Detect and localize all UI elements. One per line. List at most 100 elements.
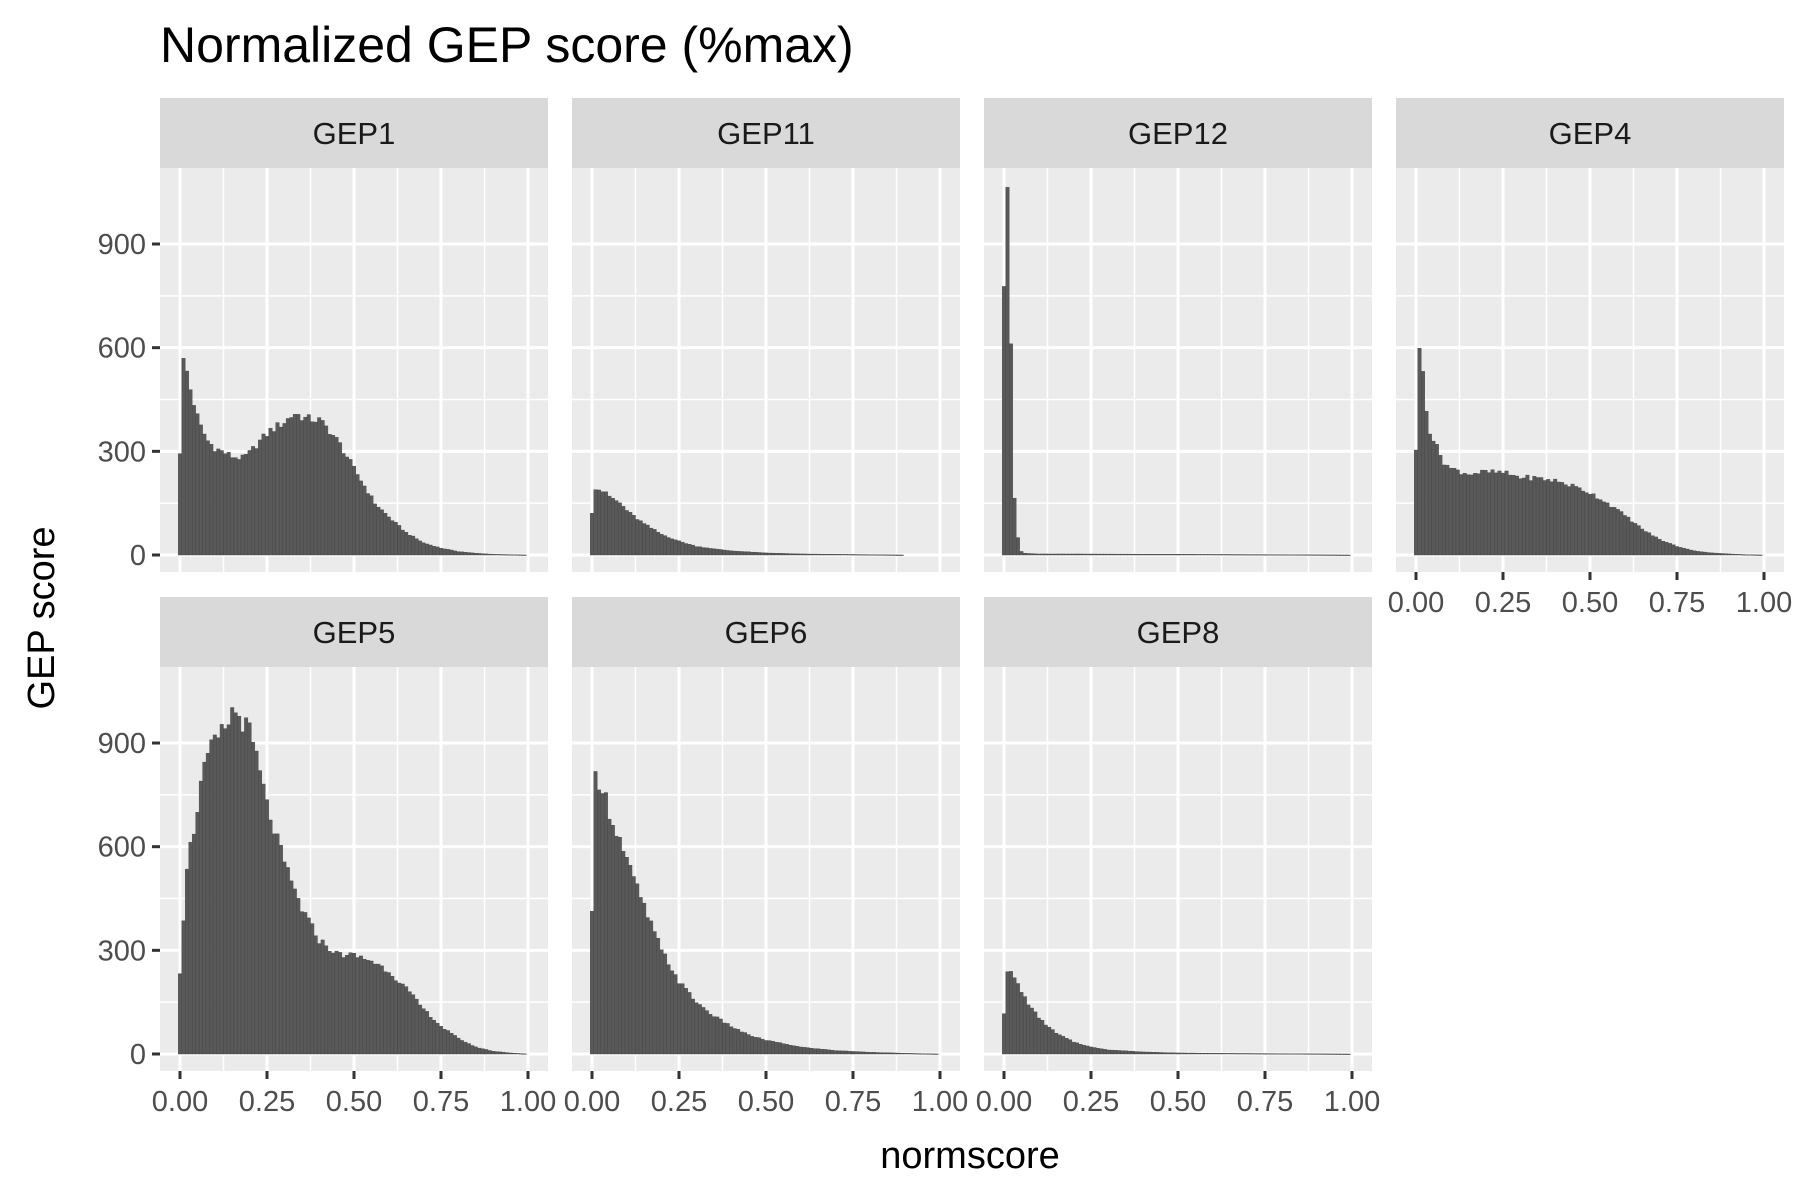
histogram-bar (1235, 554, 1240, 556)
histogram-bar (1643, 531, 1648, 556)
histogram-bar (1494, 472, 1498, 556)
histogram-bar (233, 712, 238, 1055)
histogram-bar (1120, 553, 1125, 556)
histogram-bar (237, 715, 242, 1055)
histogram-bar (1155, 1052, 1160, 1055)
histogram-bar (652, 529, 657, 556)
histogram-bar (1622, 515, 1627, 556)
histogram-bar (631, 876, 636, 1055)
histogram-bar (1120, 1050, 1125, 1055)
x-tick-label: 0.00 (152, 1086, 208, 1118)
histogram-bar (390, 976, 395, 1055)
histogram-bar (1183, 1052, 1187, 1055)
histogram-bar (1336, 554, 1341, 556)
histogram-bar (1315, 1053, 1320, 1055)
histogram-bar (1339, 1053, 1344, 1055)
histogram-bar (1245, 1053, 1250, 1055)
histogram-bar (1332, 554, 1337, 556)
histogram-bar (254, 750, 259, 1055)
histogram-bar (837, 1050, 842, 1055)
facet-panel-gep4: GEP4 0.00 0.25 0.50 0.75 1.00 (1388, 98, 1792, 619)
histogram-bar (593, 489, 598, 556)
histogram-bar (656, 531, 661, 556)
histogram-bar (795, 553, 800, 556)
histogram-bar (1245, 554, 1250, 556)
histogram-bar (1054, 1032, 1059, 1055)
histogram-bar (188, 389, 193, 556)
x-tick-label: 0.50 (1150, 1086, 1206, 1118)
histogram-bar (704, 1010, 709, 1055)
histogram-bar (379, 965, 384, 1055)
histogram-bar (1256, 1053, 1260, 1055)
histogram-bar (1346, 1053, 1351, 1055)
histogram-bar (251, 741, 256, 1055)
histogram-bar (1664, 541, 1669, 556)
histogram-bar (687, 544, 692, 556)
histogram-bar (656, 938, 661, 1055)
x-tick-label: 1.00 (1324, 1086, 1380, 1118)
histogram-bar (522, 1053, 527, 1055)
histogram-bar (292, 888, 297, 1055)
histogram-bar (1322, 554, 1327, 556)
histogram-bar (1549, 481, 1554, 556)
histogram-bar (913, 1053, 918, 1055)
x-tick-label: 0.50 (738, 1086, 794, 1118)
histogram-bar (802, 1047, 807, 1055)
histogram-bar (878, 554, 883, 556)
histogram-bar (861, 554, 866, 556)
histogram-bar (830, 1050, 835, 1055)
histogram-bar (802, 553, 807, 556)
histogram-bar (1273, 554, 1278, 556)
histogram-bar (858, 1051, 862, 1055)
histogram-bar (1723, 553, 1728, 556)
histogram-bar (600, 491, 605, 556)
histogram-bar (784, 553, 789, 556)
histogram-bar (708, 548, 713, 556)
histogram-bar (237, 459, 242, 556)
histogram-bar (247, 722, 252, 1055)
histogram-bar (711, 548, 716, 556)
histogram-bar (1249, 554, 1254, 556)
histogram-bar (1514, 475, 1519, 556)
histogram-bar (1176, 1052, 1180, 1055)
histogram-bar (603, 491, 608, 556)
histogram-bar (230, 457, 235, 556)
histogram-bar (774, 1041, 779, 1055)
histogram-bar (1308, 554, 1313, 556)
histogram-bar (310, 923, 315, 1055)
histogram-bar (896, 1052, 901, 1055)
histogram-bar (628, 512, 633, 556)
histogram-bar (1109, 1049, 1114, 1055)
histogram-bar (1755, 554, 1759, 556)
histogram-bar (1043, 553, 1048, 556)
histogram-bar (1567, 486, 1572, 556)
facet-strip (572, 597, 960, 667)
histogram-bar (400, 983, 405, 1055)
histogram-bar (1242, 1053, 1247, 1055)
histogram-bar (614, 835, 619, 1055)
facet-panels: GEP1 0 300 600 900 GEP11 GEP12 GEP4 0.00 0.25 0.50… (98, 98, 1792, 1118)
histogram-bar (425, 1011, 430, 1055)
histogram-bar (275, 422, 280, 556)
histogram-bar (1082, 1045, 1086, 1055)
histogram-bar (725, 1023, 730, 1055)
histogram-bar (459, 551, 464, 556)
histogram-bar (1283, 554, 1288, 556)
histogram-bar (1283, 1053, 1288, 1055)
x-tick-label: 0.75 (413, 1086, 469, 1118)
histogram-bar (1636, 525, 1641, 556)
histogram-bar (1311, 554, 1316, 556)
histogram-bar (1144, 1051, 1149, 1055)
histogram-bar (1102, 553, 1107, 556)
histogram-bar (1525, 474, 1530, 556)
histogram-bar (1057, 553, 1062, 556)
histogram-bar (1598, 499, 1603, 556)
histogram-bar (341, 957, 346, 1055)
histogram-bar (659, 534, 664, 556)
histogram-bar (1019, 992, 1024, 1055)
histogram-bar (889, 1052, 894, 1055)
histogram-bars (178, 707, 527, 1055)
histogram-bar (1127, 1050, 1132, 1055)
histogram-bar (397, 982, 402, 1055)
histogram-bar (362, 958, 367, 1055)
